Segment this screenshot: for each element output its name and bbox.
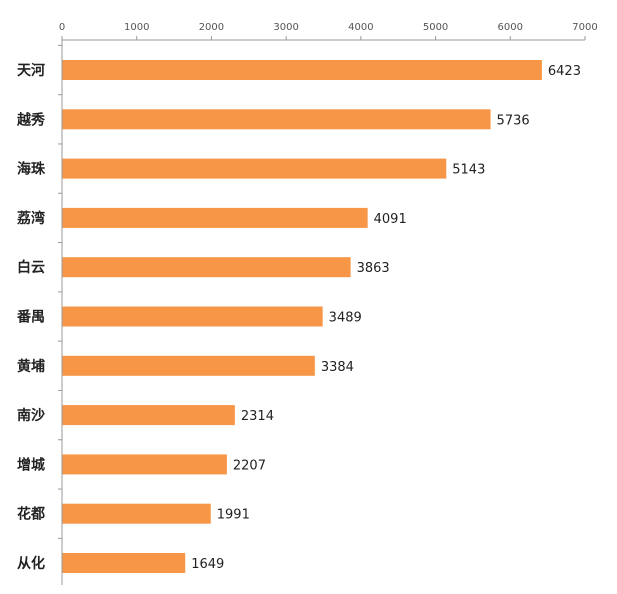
- value-label: 4091: [374, 212, 407, 227]
- x-tick-label: 4000: [348, 22, 373, 33]
- category-label: 天河: [17, 62, 45, 79]
- bar: [62, 158, 447, 179]
- value-label: 5736: [497, 113, 530, 128]
- bar: [62, 503, 211, 524]
- x-axis: 0 1000 2000 3000 4000 5000 6000 7000: [59, 22, 598, 41]
- value-label: 3489: [329, 311, 362, 326]
- category-label: 从化: [17, 555, 45, 572]
- bar: [62, 405, 235, 426]
- category-label: 增城: [17, 456, 45, 473]
- x-tick-label: 5000: [423, 22, 448, 33]
- value-label: 2207: [233, 458, 266, 473]
- x-tick-label: 0: [59, 22, 65, 33]
- bar: [62, 454, 227, 475]
- category-label: 南沙: [17, 407, 45, 424]
- y-axis: [58, 40, 63, 585]
- category-label: 海珠: [17, 161, 46, 178]
- value-label: 6423: [548, 64, 581, 79]
- value-label: 3384: [321, 360, 354, 375]
- value-label: 1649: [191, 557, 224, 572]
- bar: [62, 109, 491, 130]
- bar: [62, 60, 542, 80]
- value-label: 3863: [357, 261, 390, 276]
- value-labels: 6423 5736 5143 4091 3863 3489 3384 2314 2207 1991…: [191, 64, 581, 572]
- category-label: 白云: [17, 259, 45, 276]
- category-label: 番禺: [16, 309, 45, 326]
- category-label: 花都: [17, 506, 45, 523]
- bar: [62, 257, 351, 278]
- x-tick-label: 6000: [498, 22, 523, 33]
- bar: [62, 207, 368, 228]
- value-label: 5143: [452, 163, 485, 178]
- x-tick-label: 1000: [124, 22, 149, 33]
- value-label: 2314: [241, 409, 274, 424]
- category-label: 荔湾: [16, 210, 45, 227]
- category-label: 黄埔: [17, 358, 45, 375]
- bar: [62, 306, 323, 327]
- bar: [62, 553, 186, 573]
- x-tick-label: 2000: [199, 22, 224, 33]
- x-tick-label: 7000: [572, 22, 597, 33]
- bars: [62, 60, 542, 573]
- x-tick-label: 3000: [273, 22, 298, 33]
- bar: [62, 355, 315, 376]
- value-label: 1991: [217, 508, 250, 523]
- category-label: 越秀: [16, 111, 46, 128]
